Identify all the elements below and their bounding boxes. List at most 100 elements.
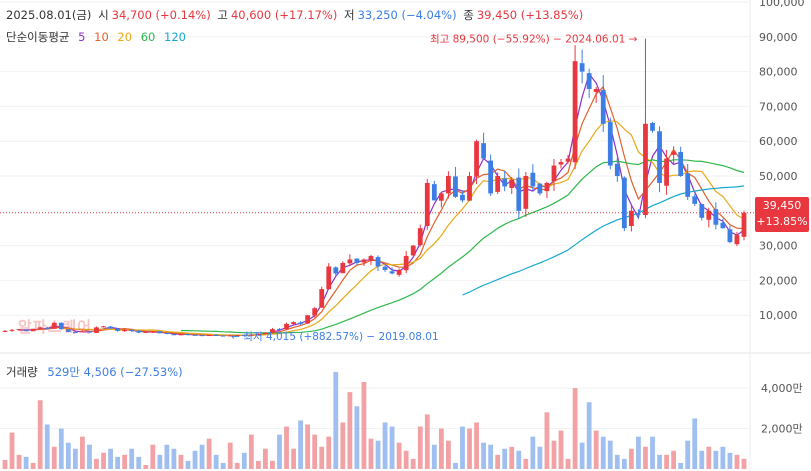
ma-period-10[interactable]: 10 — [94, 30, 109, 44]
volume-bar — [607, 440, 613, 469]
candle-body — [23, 329, 29, 332]
volume-bar — [586, 402, 592, 469]
candle-body — [389, 271, 395, 274]
volume-bar — [628, 448, 634, 469]
y-tick-label: 30,000 — [759, 240, 798, 253]
candle-body — [115, 328, 121, 331]
candle-body — [558, 162, 564, 165]
volume-bar — [319, 446, 325, 469]
volume-bar — [389, 426, 395, 469]
volume-bar — [446, 440, 451, 469]
high-label: 고 — [217, 8, 228, 22]
candle-body — [453, 176, 458, 197]
ma-period-60[interactable]: 60 — [140, 30, 156, 44]
candle-body — [664, 158, 669, 186]
candle-body — [129, 329, 135, 331]
candle-body — [565, 158, 571, 162]
candle-body — [431, 184, 437, 201]
ma-period-5[interactable]: 5 — [78, 30, 86, 44]
date-label: 2025.08.01(금) — [6, 8, 92, 22]
volume-bar — [37, 400, 43, 469]
candle-body — [572, 61, 578, 163]
candle-body — [227, 335, 233, 337]
candle-body — [185, 334, 191, 336]
candle-body — [375, 257, 381, 267]
candle-body — [586, 73, 592, 89]
volume-bar — [164, 444, 170, 469]
volume-bar — [333, 371, 339, 469]
volume-bar — [23, 456, 29, 469]
candle-body — [551, 165, 557, 182]
volume-bar — [326, 436, 332, 469]
candle-body — [58, 322, 64, 330]
volume-bar — [509, 446, 515, 469]
volume-bar — [699, 450, 705, 469]
candle-body — [298, 322, 303, 324]
candle-body — [199, 335, 205, 337]
candle-body — [361, 259, 367, 263]
y-tick-label: 100,000 — [759, 0, 805, 9]
volume-bar — [474, 422, 479, 469]
candle-body — [593, 89, 599, 92]
candle-body — [530, 172, 536, 187]
low-label: 저 — [343, 8, 355, 22]
candle-body — [178, 334, 184, 336]
volume-bar — [678, 462, 684, 469]
candle-body — [65, 329, 71, 332]
volume-bar — [192, 450, 198, 469]
candle-body — [600, 90, 606, 124]
volume-tick-label: 2,000만 — [761, 423, 803, 436]
ma-period-20[interactable]: 20 — [117, 30, 133, 44]
candle-body — [37, 327, 43, 329]
candle-body — [481, 143, 486, 159]
volume-bar — [129, 448, 135, 469]
current-change: +13.85% — [756, 215, 808, 228]
candle-body — [234, 335, 240, 337]
moving-average-legend[interactable]: 단순이동평균 5 10 20 60 120 — [6, 29, 191, 45]
volume-bar — [502, 448, 508, 469]
candle-body — [410, 245, 416, 256]
volume-legend: 거래량 529만 4,506 (−27.53%) — [6, 364, 189, 380]
candle-body — [523, 176, 529, 209]
volume-bar — [241, 452, 247, 469]
candle-body — [516, 177, 522, 211]
volume-bar — [305, 424, 311, 469]
candle-body — [621, 177, 627, 229]
candle-body — [241, 335, 247, 337]
volume-bar — [657, 454, 662, 469]
candle-body — [467, 176, 472, 201]
volume-bar — [150, 444, 156, 469]
volume-bar — [488, 444, 494, 469]
candle-body — [157, 331, 163, 334]
volume-bar — [248, 434, 254, 469]
candle-body — [403, 256, 409, 271]
candle-body — [164, 332, 170, 334]
candle-body — [671, 151, 677, 155]
candle-body — [537, 183, 543, 194]
volume-bar — [143, 464, 149, 469]
y-tick-label: 20,000 — [759, 274, 798, 287]
candle-body — [474, 141, 479, 177]
ohlc-header: 2025.08.01(금) 시 34,700 (+0.14%) 고 40,600 (… — [6, 7, 586, 23]
candle-body — [713, 209, 719, 225]
volume-bar — [558, 430, 564, 469]
volume-bar — [727, 452, 733, 469]
volume-bar — [2, 459, 8, 469]
candle-body — [16, 329, 22, 331]
candle-body — [741, 212, 747, 237]
volume-bar — [375, 440, 381, 469]
candle-body — [255, 333, 261, 335]
volume-bar — [741, 458, 747, 469]
volume-bar — [108, 448, 113, 469]
candle-body — [354, 258, 360, 263]
volume-bar — [340, 422, 346, 469]
volume-bar — [87, 444, 92, 469]
volume-bar — [298, 420, 303, 469]
candle-body — [438, 193, 444, 201]
volume-bar — [291, 448, 296, 469]
volume-bar — [481, 442, 486, 469]
ma-period-120[interactable]: 120 — [164, 30, 186, 44]
candle-body — [333, 267, 339, 274]
candle-body — [643, 123, 648, 216]
